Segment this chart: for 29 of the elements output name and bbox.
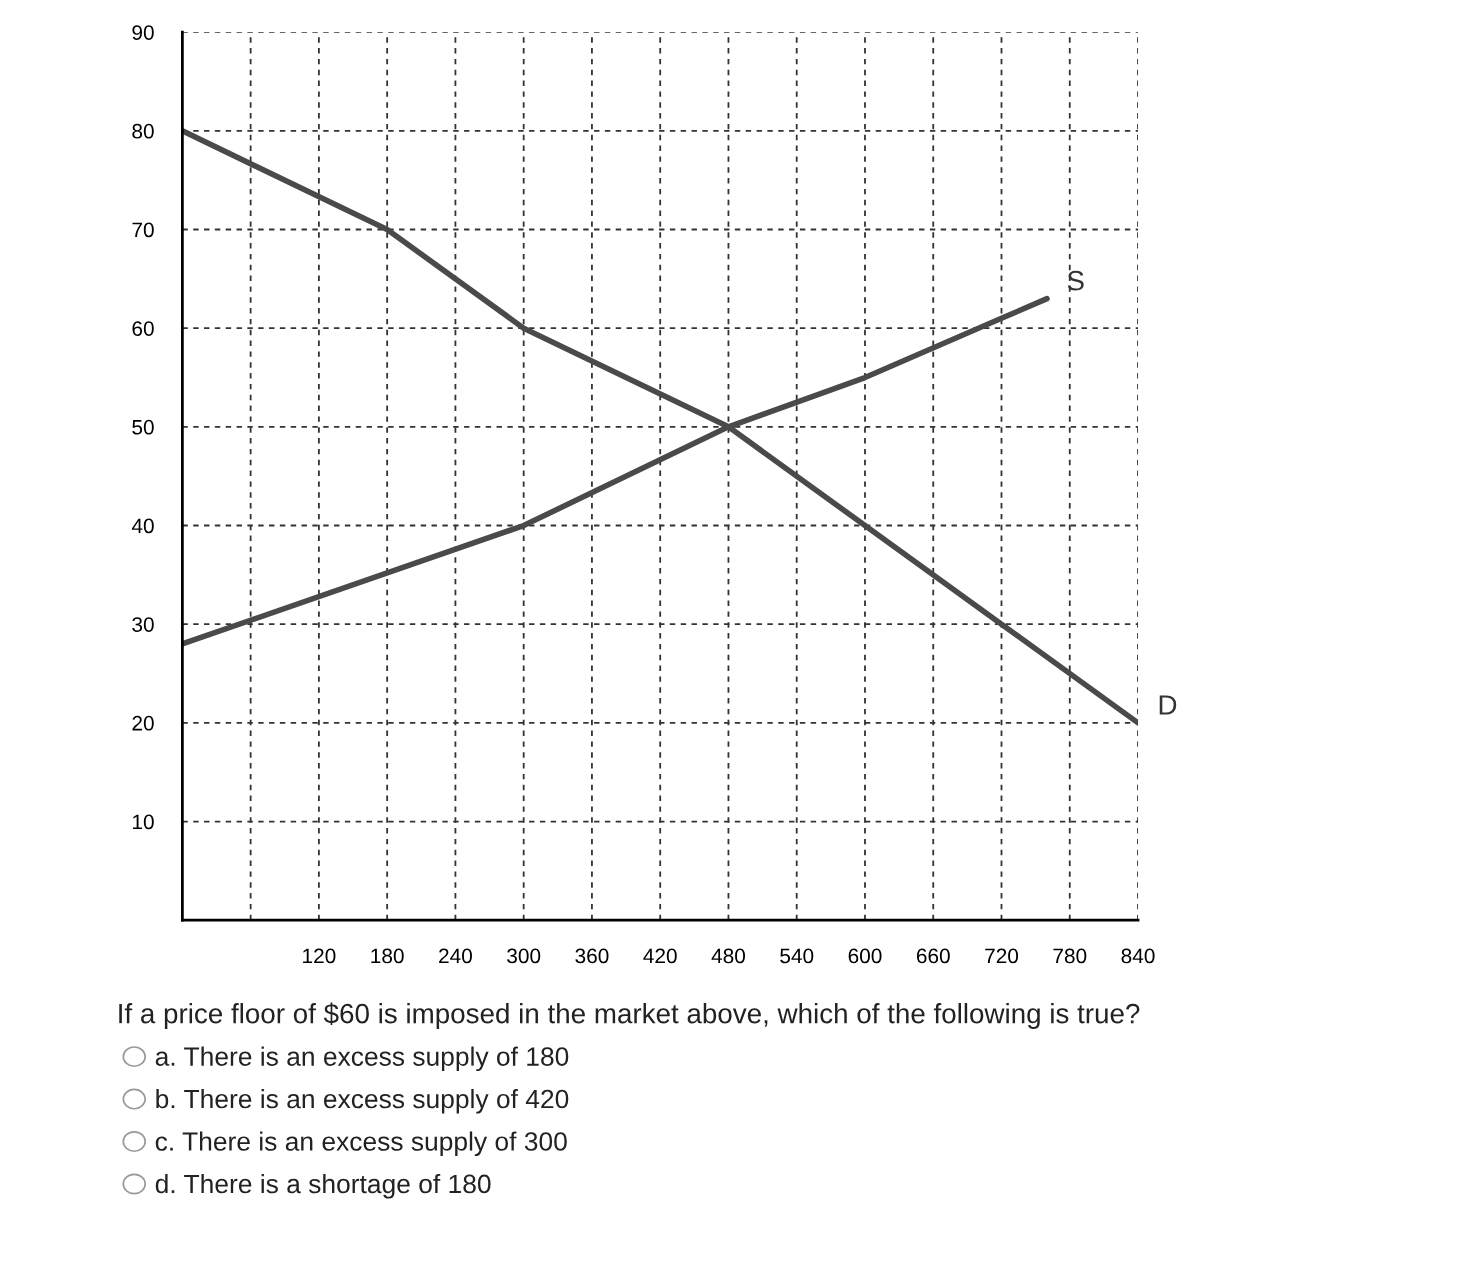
y-tick-label: 50 [132,419,154,435]
x-tick-label: 780 [1053,948,1087,964]
y-tick-label: 20 [132,715,154,731]
text: d. There is a shortage of 180 [155,1173,491,1199]
annotation: D [1159,695,1177,715]
y-tick-label: 40 [131,518,154,534]
x-tick-label: 240 [439,948,472,964]
x-tick-label: 180 [371,948,404,964]
x-tick-label: 540 [780,948,814,964]
x-tick-label: 120 [303,948,336,964]
text: b. There is an excess supply of 420 [156,1088,569,1114]
y-tick-label: 30 [132,617,154,632]
x-tick-label: 720 [985,948,1019,964]
x-tick-label: 660 [916,948,950,964]
x-tick-label: 300 [507,948,541,964]
x-tick-label: 420 [643,948,677,964]
x-tick-label: 840 [1121,948,1155,964]
x-tick-label: 480 [711,948,746,964]
y-tick-label: 80 [132,123,154,139]
text: If a price floor of $60 is imposed in the market above, which of the following is true? [119,1002,1140,1029]
x-tick-label: 600 [848,948,882,964]
y-tick-label: 90 [132,25,154,40]
x-tick-label: 360 [575,948,609,964]
y-tick-label: 70 [132,222,154,238]
annotation: S [1067,270,1084,291]
y-tick-label: 10 [133,814,154,830]
text: a. There is an excess supply of 180 [155,1046,569,1072]
y-tick-label: 60 [132,321,154,336]
text: c. There is an excess supply of 300 [155,1131,567,1157]
